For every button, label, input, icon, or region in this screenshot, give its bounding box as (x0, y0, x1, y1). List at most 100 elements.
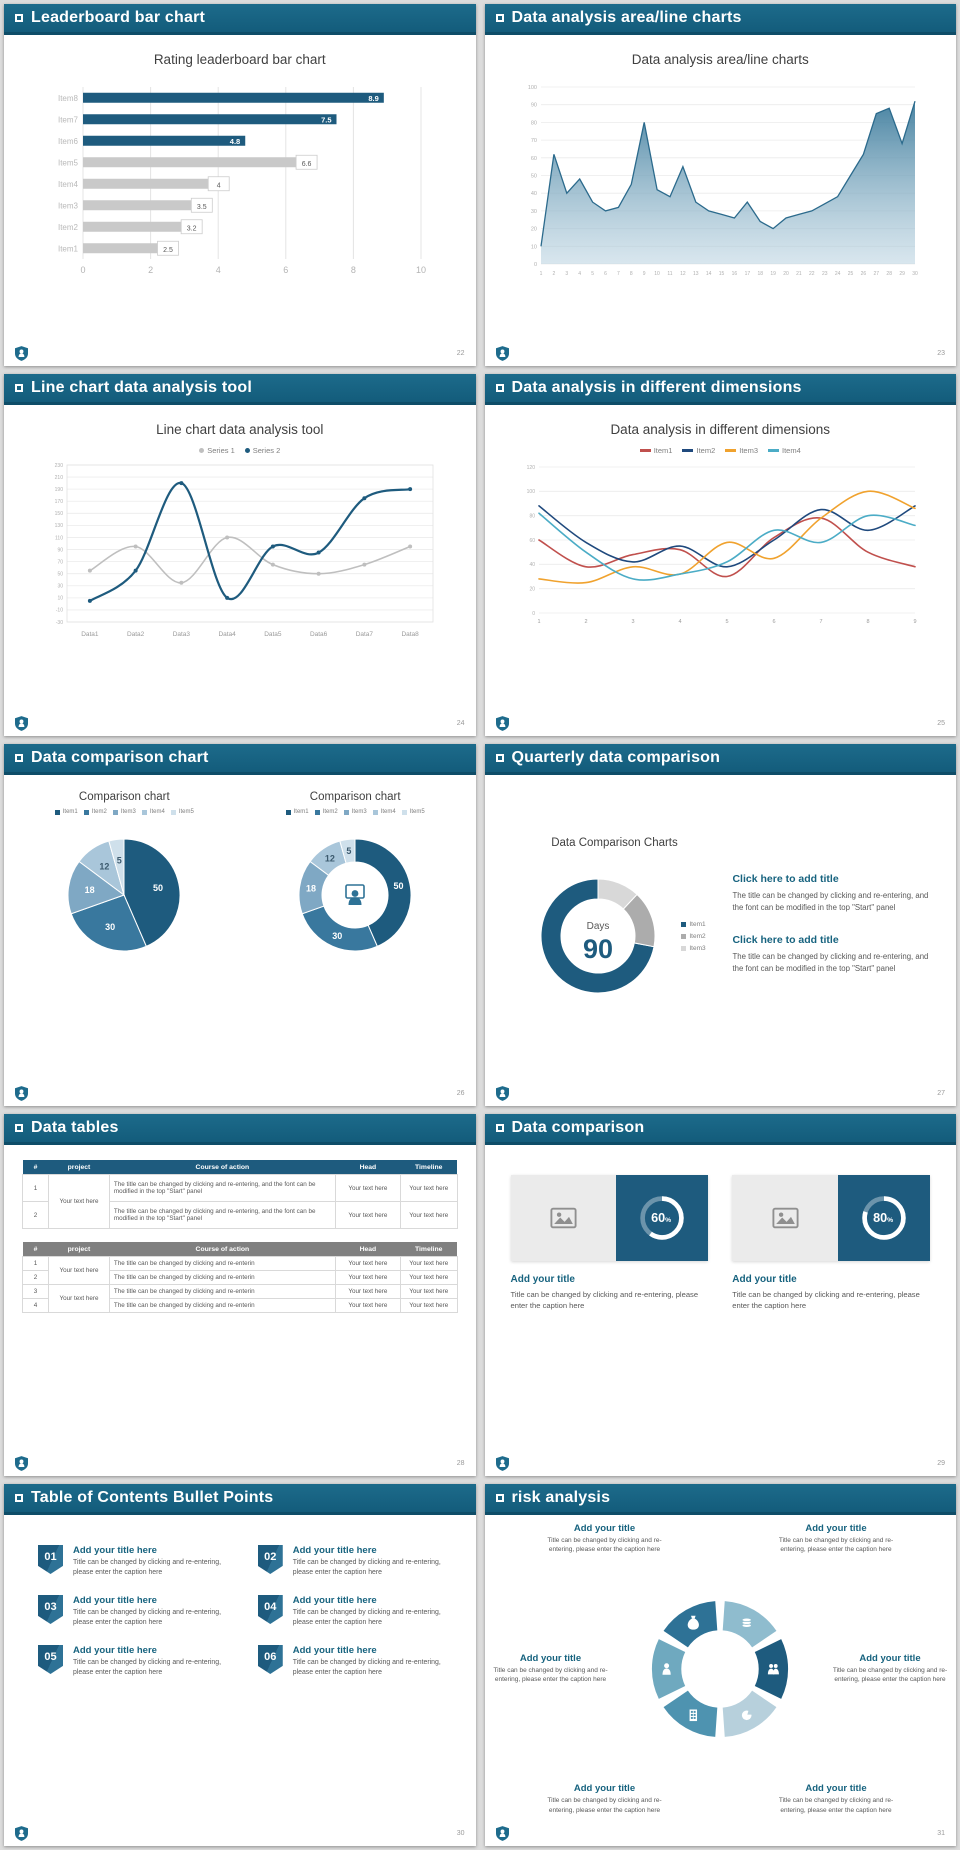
shield-logo-icon (15, 1455, 28, 1471)
svg-text:20: 20 (531, 227, 537, 233)
legend-marker (372, 809, 378, 815)
legend-label: Item4 (782, 446, 801, 455)
svg-text:20: 20 (784, 271, 790, 277)
svg-text:12: 12 (680, 271, 686, 277)
slide-data-comparison-chart[interactable]: Data comparison chart Comparison chart I… (4, 744, 476, 1106)
svg-text:Data2: Data2 (127, 631, 145, 638)
svg-text:40: 40 (530, 562, 536, 568)
table-cell: Your text here (400, 1270, 458, 1285)
svg-text:2: 2 (148, 265, 153, 275)
table-cell: Your text here (334, 1174, 402, 1202)
risk-block-title: Add your title (519, 1653, 582, 1665)
card-caption: Title can be changed by clicking and re-… (732, 1290, 920, 1311)
svg-text:5: 5 (591, 271, 594, 277)
risk-block-title: Add your title (573, 1783, 636, 1795)
svg-text:Data7: Data7 (355, 631, 373, 638)
legend-item: Item5 (170, 809, 194, 815)
page-number: 30 (456, 1829, 465, 1837)
comparison-card: 80% Add your title Title can be changed by… (732, 1175, 930, 1312)
legend-label: Item1 (653, 446, 673, 455)
legend-item: Item3 (343, 809, 367, 815)
svg-text:14: 14 (706, 271, 712, 277)
table-cell: The title can be changed by clicking and… (108, 1201, 336, 1229)
comparison-pie-chart: 50 30 18 12 5 (67, 838, 181, 952)
toc-texts: Add your title here Title can be changed … (73, 1595, 222, 1628)
chart-title: Rating leaderboard bar chart (153, 52, 326, 67)
table-cell: 3 (21, 1284, 50, 1299)
legend-item: Series 2 (244, 446, 280, 455)
legend-item: Item2 (314, 809, 338, 815)
legend-item: Item5 (401, 809, 425, 815)
svg-text:15: 15 (719, 271, 725, 277)
svg-text:30: 30 (57, 584, 63, 590)
svg-text:120: 120 (527, 465, 536, 471)
chart-legend: Item1 Item2 Item3 Item4 (485, 446, 957, 455)
risk-block-caption: Title can be changed by clicking and re-… (547, 1537, 662, 1554)
slide-data-comparison-cards[interactable]: Data comparison 60% Add your title Title c… (484, 1114, 956, 1476)
slide-quarterly-comparison[interactable]: Quarterly data comparison Data Compariso… (484, 744, 956, 1106)
svg-text:40: 40 (531, 191, 537, 197)
svg-text:100: 100 (528, 85, 537, 91)
legend-item: Item4 (141, 809, 165, 815)
svg-text:-30: -30 (56, 620, 63, 626)
toc-grid: 01 Add your title here Title can be change… (4, 1515, 476, 1678)
svg-text:130: 130 (54, 523, 63, 529)
svg-text:Data4: Data4 (218, 631, 236, 638)
line-chart: -30 -10 10 30 50 70 90 110 130 150 170 190 210 230 Dat… (54, 463, 434, 638)
svg-text:5: 5 (117, 856, 122, 866)
table-cell: 2 (21, 1201, 50, 1229)
table-header-cell: # (22, 1160, 49, 1175)
svg-text:Item2: Item2 (58, 223, 79, 232)
svg-text:Data3: Data3 (172, 631, 190, 638)
svg-text:1: 1 (538, 619, 541, 625)
slide-toc-bullet-points[interactable]: Table of Contents Bullet Points 01 Add yo… (4, 1484, 476, 1846)
toc-number-badge: 06 (257, 1645, 283, 1674)
svg-text:190: 190 (54, 487, 63, 493)
progress-panel: 60% (616, 1175, 709, 1261)
slide-footer: 24 (4, 713, 476, 736)
legend-label: Item3 (689, 944, 706, 952)
table-cell: Your text here (334, 1201, 402, 1229)
square-bullet-icon (15, 384, 23, 392)
svg-text:8.9: 8.9 (368, 94, 378, 103)
page-number: 22 (456, 349, 465, 357)
slide-risk-analysis[interactable]: risk analysis Add your title Title can be… (484, 1484, 956, 1846)
slide-area-line-charts[interactable]: Data analysis area/line charts Data anal… (484, 4, 956, 366)
chart-title: Data analysis area/line charts (631, 52, 809, 67)
table-cell: 1 (21, 1174, 50, 1202)
slide-header: Data tables (4, 1114, 476, 1145)
legend-label: Item5 (409, 809, 425, 815)
slide-leaderboard-bar-chart[interactable]: Leaderboard bar chart Rating leaderboard… (4, 4, 476, 366)
toc-texts: Add your title here Title can be changed … (293, 1545, 442, 1578)
table-header-cell: Head (335, 1242, 401, 1257)
tables-wrap: # project Course of action Head Timeline 1 You… (4, 1145, 476, 1313)
toc-number-badge: 03 (38, 1595, 63, 1624)
svg-text:3.5: 3.5 (197, 204, 207, 211)
slide-multi-dimension-lines[interactable]: Data analysis in different dimensions Da… (484, 374, 957, 736)
toc-item-title: Add your title here (73, 1645, 157, 1656)
shield-logo-icon (495, 1085, 509, 1101)
svg-text:6: 6 (773, 619, 776, 625)
svg-text:Item6: Item6 (58, 137, 79, 146)
page-number: 23 (937, 349, 945, 357)
svg-text:110: 110 (55, 535, 63, 541)
table-header-cell: project (48, 1160, 110, 1175)
risk-text-block: Add your title Title can be changed by cl… (772, 1523, 900, 1555)
svg-text:5: 5 (347, 846, 352, 856)
shield-logo-icon (495, 715, 509, 731)
donut-chart-block: Comparison chart Item1 Item2 Item3 Item4 Ite… (247, 791, 464, 969)
chart-title: Line chart data analysis tool (156, 422, 324, 437)
slide-line-chart-tool[interactable]: Line chart data analysis tool Line chart… (4, 374, 476, 736)
card-visual: 60% (510, 1175, 709, 1261)
slide-data-tables[interactable]: Data tables # project Course of action Head… (4, 1114, 476, 1476)
block-title: Click here to add title (732, 934, 839, 946)
square-bullet-icon (495, 1494, 504, 1502)
toc-item-caption: Title can be changed by clicking and re-… (73, 1609, 221, 1626)
block-title: Click here to add title (732, 872, 839, 885)
svg-text:4: 4 (579, 271, 582, 277)
progress-donut-chart: 60% (640, 1196, 684, 1240)
svg-text:10: 10 (416, 265, 426, 275)
page-number: 27 (937, 1089, 945, 1097)
donut-chart-block: Data Comparison Charts Days 90 Item1 Item2… (501, 837, 729, 1011)
legend-label: Item2 (91, 809, 107, 815)
